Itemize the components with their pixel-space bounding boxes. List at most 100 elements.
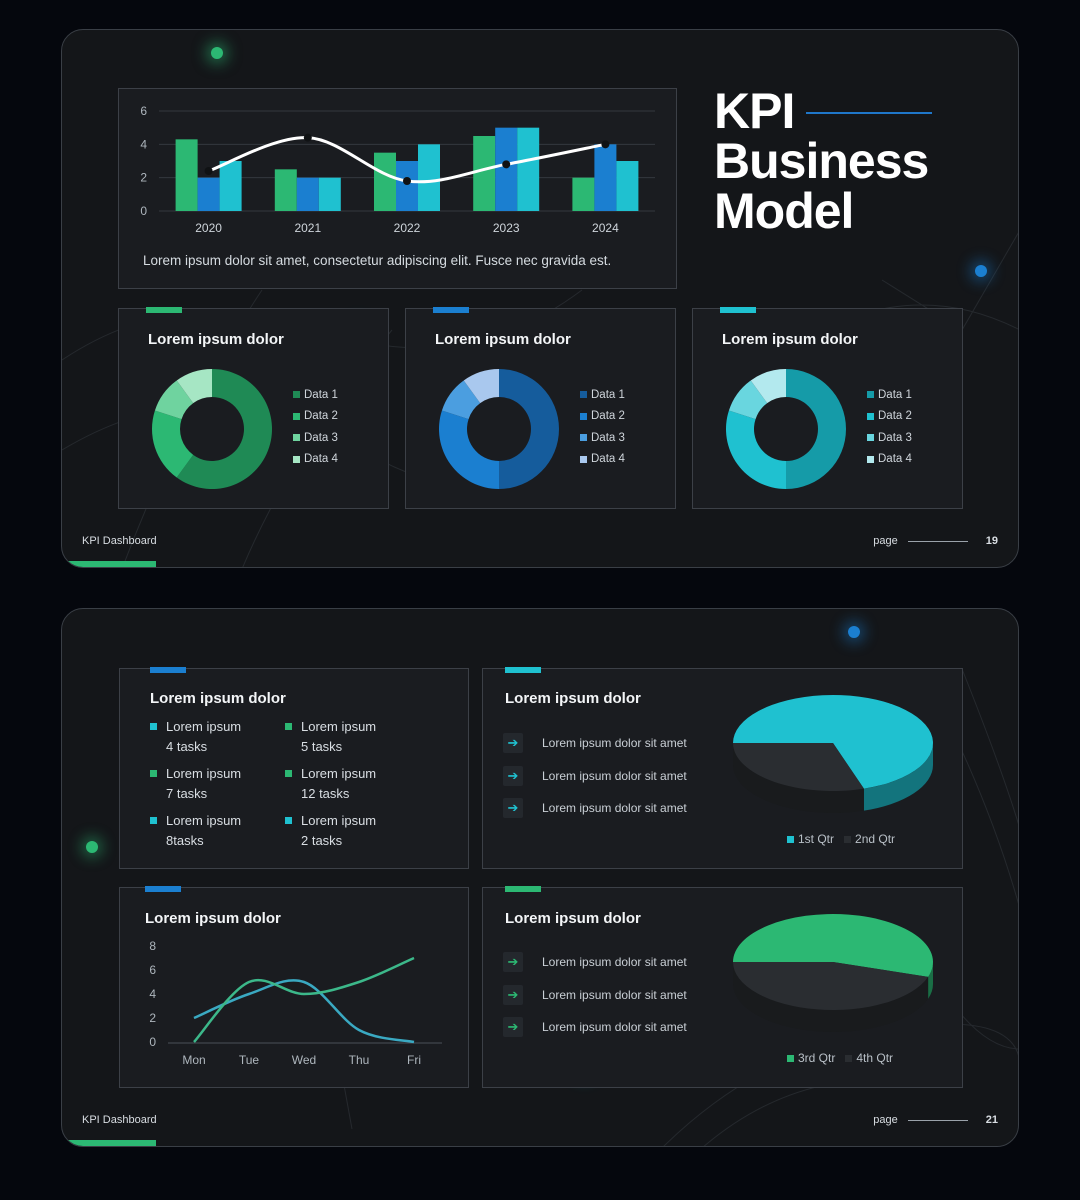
bar: [219, 161, 242, 211]
bar-chart-panel: 0 2 4 6 2020 2021 2022 2023 2024 Lorem ipsum dol…: [118, 88, 677, 289]
glow-dot: [975, 265, 987, 277]
legend-item: 2nd Qtr: [844, 832, 895, 846]
bar: [517, 127, 540, 211]
footer-accent-bar: [62, 1140, 156, 1146]
x-tick-label: 2023: [493, 221, 520, 235]
list-item: ➔ Lorem ipsum dolor sit amet: [503, 727, 687, 760]
legend-item: Data 2: [867, 406, 912, 428]
title-line: Business: [714, 133, 929, 189]
x-tick-label: 2020: [195, 221, 222, 235]
glow-dot: [86, 841, 98, 853]
trend-point: [303, 133, 312, 142]
donut-slice: [728, 380, 768, 420]
panel-title: Lorem ipsum dolor: [148, 331, 284, 348]
legend-item: Data 4: [580, 449, 625, 471]
footer-accent-bar: [62, 561, 156, 567]
bar: [572, 177, 595, 211]
line-chart: 0 2 4 6 8 Mon Tue Wed Thu Fri: [149, 940, 442, 1067]
bar: [296, 177, 319, 211]
bar: [318, 177, 341, 211]
panel-title: Lorem ipsum dolor: [150, 690, 286, 707]
list-item: ➔ Lorem ipsum dolor sit amet: [503, 792, 687, 825]
task-item: Lorem ipsum 2 tasks: [285, 811, 420, 851]
donut-slice: [786, 369, 846, 489]
panel-tab: [150, 667, 186, 673]
donut-slice: [750, 369, 786, 404]
page-label: page: [873, 1114, 898, 1126]
legend-item: 3rd Qtr: [787, 1051, 835, 1065]
donut-slice: [152, 410, 194, 478]
legend-item: Data 4: [293, 449, 338, 471]
list-item: ➔ Lorem ipsum dolor sit amet: [503, 979, 687, 1012]
donut-legend: Data 1 Data 2 Data 3 Data 4: [580, 384, 625, 470]
donut-chart: [439, 369, 559, 489]
footer-label: KPI Dashboard: [82, 535, 157, 547]
legend-item: Data 4: [867, 449, 912, 471]
series-line: [193, 979, 415, 1044]
list-item: ➔ Lorem ipsum dolor sit amet: [503, 760, 687, 793]
panel-tab: [145, 886, 181, 892]
pie-slice-side: [733, 962, 929, 1032]
pie-slice-side: [863, 743, 933, 811]
panel-title: Lorem ipsum dolor: [722, 331, 858, 348]
donut-slice: [176, 369, 212, 404]
panel-tab: [146, 307, 182, 313]
legend-item: Data 1: [867, 384, 912, 406]
page-rule: [907, 1119, 968, 1121]
panel-title: Lorem ipsum dolor: [505, 690, 641, 707]
pie-slice-side: [928, 962, 933, 999]
legend-item: Data 1: [580, 384, 625, 406]
legend-item: 4th Qtr: [845, 1051, 893, 1065]
pie-legend: 3rd Qtr 4th Qtr: [787, 1051, 903, 1065]
x-tick-label: Fri: [407, 1053, 421, 1067]
legend-item: Data 3: [867, 427, 912, 449]
donut-slice: [441, 380, 481, 420]
arrow-right-icon: ➔: [503, 798, 523, 819]
series-line: [193, 956, 415, 1043]
title-line: Model: [714, 183, 854, 239]
donut-slice: [439, 410, 499, 489]
donut-panel-blue: Lorem ipsum dolor Data 1 Data 2 Data 3 D…: [405, 307, 676, 509]
list-item: ➔ Lorem ipsum dolor sit amet: [503, 1011, 687, 1044]
line-chart-panel: Lorem ipsum dolor 0 2 4 6 8 Mon Tue Wed Thu Fri: [119, 886, 469, 1088]
pie-slice: [733, 695, 933, 789]
glow-dot: [211, 47, 223, 59]
pie-panel-cyan: Lorem ipsum dolor ➔ Lorem ipsum dolor sit…: [482, 667, 963, 869]
page-indicator: page 19: [873, 535, 998, 547]
y-tick-label: 2: [149, 1011, 156, 1025]
donut-slice: [463, 369, 499, 404]
page-indicator: page 21: [873, 1114, 998, 1126]
task-item: Lorem ipsum 8tasks: [150, 811, 285, 851]
donut-panel-green: Lorem ipsum dolor Data 1 Data 2 Data 3 D…: [118, 307, 389, 509]
pie-chart-3d: [733, 914, 933, 1032]
task-item: Lorem ipsum 12 tasks: [285, 764, 420, 804]
donut-legend: Data 1 Data 2 Data 3 Data 4: [293, 384, 338, 470]
x-tick-label: 2022: [394, 221, 421, 235]
y-tick-label: 4: [140, 137, 147, 151]
x-tick-label: Tue: [239, 1053, 260, 1067]
bar: [594, 144, 617, 211]
bar: [274, 169, 297, 211]
pie-slice: [733, 743, 864, 791]
page-number: 21: [985, 1114, 998, 1126]
footer-label: KPI Dashboard: [82, 1114, 157, 1126]
arrow-right-icon: ➔: [503, 984, 523, 1005]
trend-point: [403, 177, 411, 185]
x-tick-label: 2024: [592, 221, 619, 235]
arrow-right-icon: ➔: [503, 952, 523, 973]
donut-legend: Data 1 Data 2 Data 3 Data 4: [867, 384, 912, 470]
y-tick-label: 4: [149, 987, 156, 1001]
trend-point: [502, 160, 511, 169]
bar: [374, 152, 396, 211]
tasks-panel: Lorem ipsum dolor Lorem ipsum 4 tasks Lor…: [119, 667, 469, 869]
bar: [616, 161, 639, 211]
y-tick-label: 6: [149, 963, 156, 977]
arrow-right-icon: ➔: [503, 733, 523, 754]
bullet-list: ➔ Lorem ipsum dolor sit amet ➔ Lorem ipsum…: [503, 727, 687, 825]
donut-chart: [152, 369, 272, 489]
legend-item: 1st Qtr: [787, 832, 834, 846]
pie-chart-3d: [733, 695, 933, 813]
bar-chart: 0 2 4 6 2020 2021 2022 2023 2024: [140, 104, 655, 235]
pie-slice: [733, 962, 929, 1010]
legend-item: Data 2: [293, 406, 338, 428]
